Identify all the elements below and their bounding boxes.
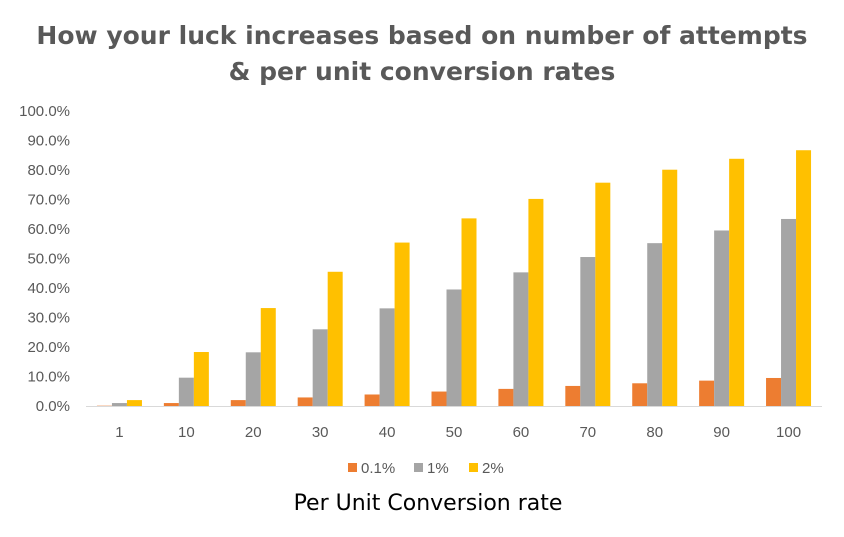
x-tick-label: 20 (245, 424, 262, 441)
bars-group (96, 150, 812, 406)
y-tick-label: 90.0% (27, 133, 70, 150)
bar (662, 169, 678, 406)
x-tick-label: 60 (513, 424, 530, 441)
y-tick-label: 70.0% (27, 192, 70, 209)
y-tick-label: 20.0% (27, 339, 70, 356)
bar (498, 388, 514, 406)
x-tick-label: 70 (579, 424, 596, 441)
x-axis-label: Per Unit Conversion rate (294, 491, 563, 516)
bar (565, 385, 581, 406)
bar (528, 198, 544, 406)
y-tick-label: 80.0% (27, 162, 70, 179)
bar (312, 329, 328, 406)
legend: 0.1% 1% 2% (348, 460, 504, 477)
legend-swatch (414, 463, 423, 472)
bar (178, 377, 194, 406)
bar (796, 150, 812, 406)
bar (193, 352, 209, 406)
legend-swatch (469, 463, 478, 472)
y-tick-label: 0.0% (36, 398, 70, 415)
legend-label: 1% (427, 460, 449, 477)
legend-swatch (348, 463, 357, 472)
y-tick-label: 60.0% (27, 221, 70, 238)
y-axis-ticks: 0.0% 10.0% 20.0% 30.0% 40.0% 50.0% 60.0% 70.0% 8… (19, 103, 70, 415)
bar (230, 400, 246, 406)
bar (111, 403, 127, 406)
bar (126, 400, 142, 406)
x-tick-label: 90 (713, 424, 730, 441)
chart-title-line-2: & per unit conversion rates (229, 57, 616, 86)
x-tick-label: 30 (312, 424, 329, 441)
bar (446, 289, 462, 406)
x-axis-ticks: 1 10 20 30 40 50 60 70 80 90 100 (115, 424, 801, 441)
bar (461, 218, 477, 406)
bar (714, 230, 730, 406)
legend-label: 2% (482, 460, 504, 477)
x-tick-label: 40 (379, 424, 396, 441)
bar (766, 377, 782, 406)
x-tick-label: 10 (178, 424, 195, 441)
x-tick-label: 50 (446, 424, 463, 441)
bar (729, 158, 745, 406)
bar (327, 271, 343, 406)
bar (297, 397, 313, 406)
bar (513, 272, 529, 406)
y-tick-label: 10.0% (27, 369, 70, 386)
chart-title-line-1: How your luck increases based on number … (36, 21, 807, 50)
y-tick-label: 50.0% (27, 251, 70, 268)
bar (163, 403, 179, 406)
bar (595, 182, 611, 406)
bar (364, 394, 380, 406)
legend-label: 0.1% (361, 460, 395, 477)
bar (632, 383, 648, 406)
bar (580, 257, 596, 406)
x-tick-label: 1 (115, 424, 123, 441)
bar (245, 352, 261, 406)
bar (379, 308, 395, 406)
bar (699, 380, 715, 406)
x-tick-label: 100 (776, 424, 801, 441)
bar (781, 218, 797, 406)
y-tick-label: 30.0% (27, 310, 70, 327)
y-tick-label: 100.0% (19, 103, 70, 120)
bar (260, 308, 276, 406)
bar (394, 242, 410, 406)
x-tick-label: 80 (646, 424, 663, 441)
bar (647, 243, 663, 406)
y-tick-label: 40.0% (27, 280, 70, 297)
bar (431, 391, 447, 406)
